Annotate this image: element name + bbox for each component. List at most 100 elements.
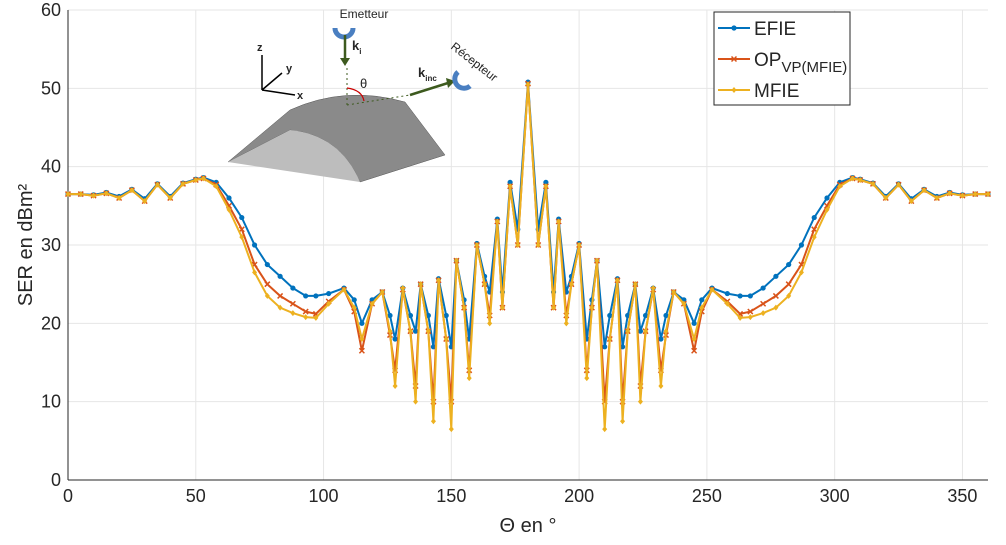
marker — [392, 336, 398, 342]
marker — [947, 190, 953, 197]
marker — [341, 286, 347, 293]
marker — [453, 257, 459, 264]
marker — [883, 195, 889, 201]
legend-label: OPVP(MFIE) — [754, 50, 847, 76]
k-inc-sub: inc — [425, 74, 437, 83]
marker — [515, 242, 521, 248]
y-axis-label: SER en dBm² — [15, 184, 37, 307]
marker — [594, 257, 600, 264]
legend-name: MFIE — [754, 81, 799, 102]
marker — [760, 285, 766, 291]
marker — [359, 320, 365, 326]
y-tick-label: 60 — [41, 0, 61, 20]
y-tick-label: 50 — [41, 78, 61, 98]
legend-label: MFIE — [754, 81, 799, 102]
axis-x: x — [297, 90, 304, 102]
marker — [681, 300, 687, 307]
x-tick-label: 0 — [63, 486, 73, 506]
marker — [737, 314, 743, 321]
theta-arc — [346, 87, 365, 102]
marker — [543, 183, 549, 190]
marker — [359, 336, 365, 342]
marker — [760, 310, 766, 317]
legend-sub: VP(MFIE) — [781, 59, 847, 76]
marker — [239, 214, 245, 221]
marker — [602, 344, 608, 350]
marker — [637, 328, 644, 334]
dotted — [346, 94, 411, 106]
marker — [466, 375, 472, 382]
marker — [277, 273, 283, 279]
marker — [252, 269, 258, 276]
k-inc-label: kinc — [418, 65, 437, 83]
marker — [313, 293, 319, 299]
theta-label: θ — [360, 76, 367, 91]
marker — [607, 336, 613, 342]
marker — [226, 195, 232, 201]
marker — [392, 383, 398, 389]
marker — [180, 180, 186, 187]
x-tick-label: 50 — [186, 486, 206, 506]
x-tick-label: 150 — [436, 486, 466, 506]
marker — [507, 183, 513, 190]
marker — [425, 328, 431, 335]
marker — [632, 281, 638, 288]
k-i-sub: i — [359, 47, 361, 56]
legend-name: OP — [754, 50, 781, 71]
marker — [650, 285, 656, 292]
marker — [358, 347, 365, 354]
marker — [494, 218, 500, 225]
axes-triad — [261, 55, 296, 96]
marker — [773, 273, 779, 279]
marker — [551, 304, 557, 311]
y-tick-label: 30 — [41, 235, 61, 255]
marker — [289, 300, 296, 307]
marker — [625, 312, 631, 319]
marker — [326, 290, 332, 297]
x-tick-label: 250 — [692, 486, 722, 506]
marker — [407, 312, 414, 319]
y-tick-label: 10 — [41, 392, 61, 412]
y-tick-label: 0 — [51, 470, 61, 490]
surface-face — [228, 130, 360, 182]
marker — [811, 234, 817, 241]
marker — [351, 304, 357, 311]
marker — [351, 297, 357, 303]
marker — [658, 383, 664, 389]
marker — [443, 336, 449, 342]
marker — [896, 181, 902, 188]
marker — [709, 286, 715, 293]
x-tick-label: 200 — [564, 486, 594, 506]
marker — [811, 226, 818, 233]
marker — [303, 293, 309, 299]
marker — [747, 293, 753, 299]
marker — [934, 195, 940, 201]
marker — [116, 195, 122, 201]
marker — [326, 300, 332, 307]
marker — [387, 328, 393, 335]
marker — [824, 195, 830, 201]
marker — [407, 328, 413, 335]
marker — [277, 292, 284, 299]
marker — [773, 304, 779, 311]
marker — [290, 310, 296, 317]
emitter-label: Emetteur — [340, 7, 389, 21]
marker — [507, 179, 513, 185]
marker — [313, 314, 319, 321]
marker — [857, 176, 863, 183]
marker — [264, 261, 270, 268]
marker — [379, 289, 385, 295]
marker — [699, 304, 705, 311]
marker — [643, 328, 649, 335]
marker — [772, 292, 779, 299]
legend-marker — [731, 87, 737, 93]
marker — [671, 289, 677, 295]
marker — [642, 312, 649, 319]
marker — [413, 398, 419, 405]
marker — [418, 281, 424, 288]
marker — [239, 234, 245, 241]
marker — [482, 281, 488, 288]
marker — [658, 336, 664, 342]
marker — [251, 242, 258, 248]
